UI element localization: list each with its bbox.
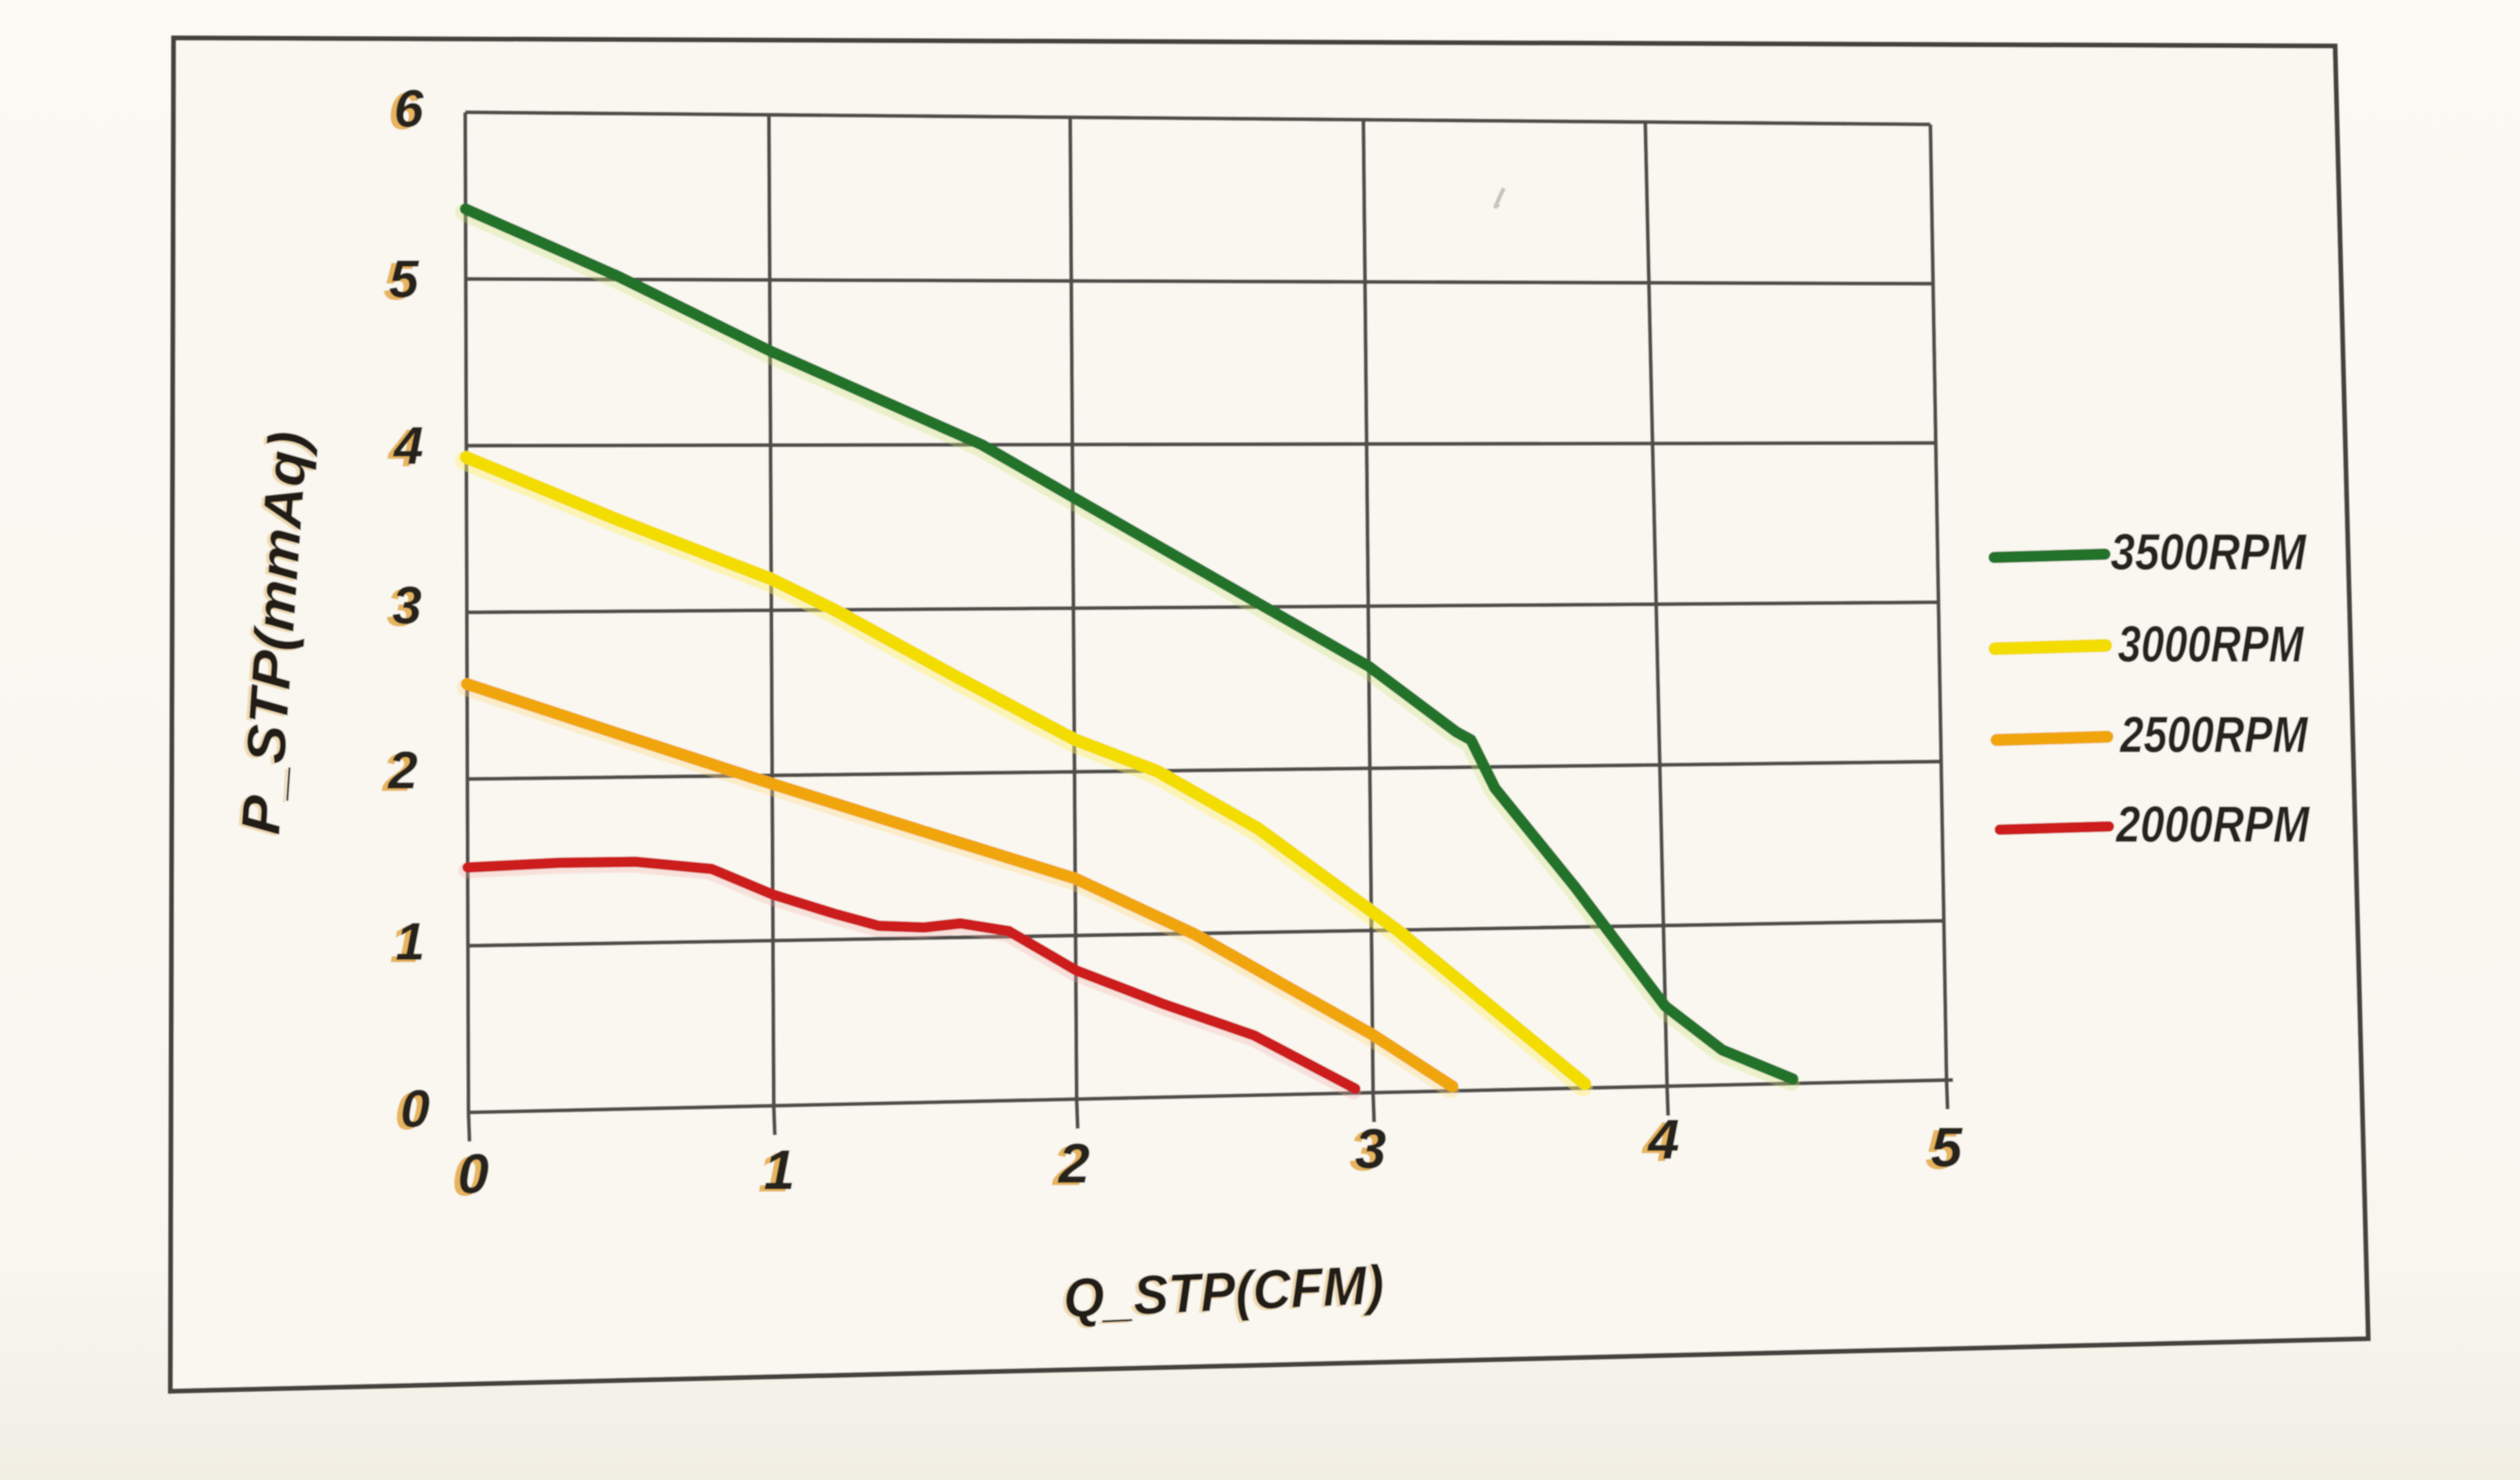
- svg-text:Q_STP(CFM): Q_STP(CFM): [1062, 1254, 1385, 1329]
- svg-text:0: 0: [452, 1145, 484, 1208]
- svg-text:3000RPM: 3000RPM: [2118, 616, 2304, 673]
- svg-text:2000RPM: 2000RPM: [2115, 797, 2310, 853]
- svg-text:4: 4: [1641, 1110, 1674, 1173]
- svg-text:6: 6: [394, 78, 425, 138]
- svg-text:3: 3: [387, 578, 417, 637]
- svg-text:5: 5: [1926, 1118, 1958, 1181]
- svg-text:4: 4: [387, 418, 418, 477]
- svg-text:4: 4: [1647, 1108, 1680, 1171]
- svg-text:5: 5: [1931, 1116, 1964, 1179]
- svg-text:0: 0: [458, 1142, 489, 1205]
- svg-text:2500RPM: 2500RPM: [2119, 707, 2308, 763]
- svg-text:3: 3: [393, 575, 422, 635]
- svg-text:2: 2: [387, 740, 418, 800]
- svg-text:0: 0: [395, 1081, 425, 1141]
- svg-text:1: 1: [758, 1141, 790, 1204]
- svg-text:5: 5: [389, 249, 420, 309]
- svg-text:3: 3: [1355, 1117, 1387, 1180]
- svg-text:3500RPM: 3500RPM: [2110, 524, 2307, 581]
- svg-text:4: 4: [393, 415, 424, 475]
- svg-text:1: 1: [396, 911, 426, 971]
- svg-text:Q_STP(CFM): Q_STP(CFM): [1059, 1255, 1382, 1331]
- svg-text:6: 6: [388, 81, 419, 141]
- svg-text:2: 2: [1057, 1132, 1090, 1195]
- svg-text:0: 0: [401, 1078, 430, 1138]
- svg-text:2: 2: [1052, 1134, 1085, 1197]
- svg-text:1: 1: [764, 1138, 796, 1201]
- svg-text:5: 5: [384, 251, 414, 311]
- svg-text:3: 3: [1350, 1120, 1381, 1183]
- svg-text:1: 1: [390, 914, 420, 973]
- svg-text:2: 2: [381, 742, 413, 802]
